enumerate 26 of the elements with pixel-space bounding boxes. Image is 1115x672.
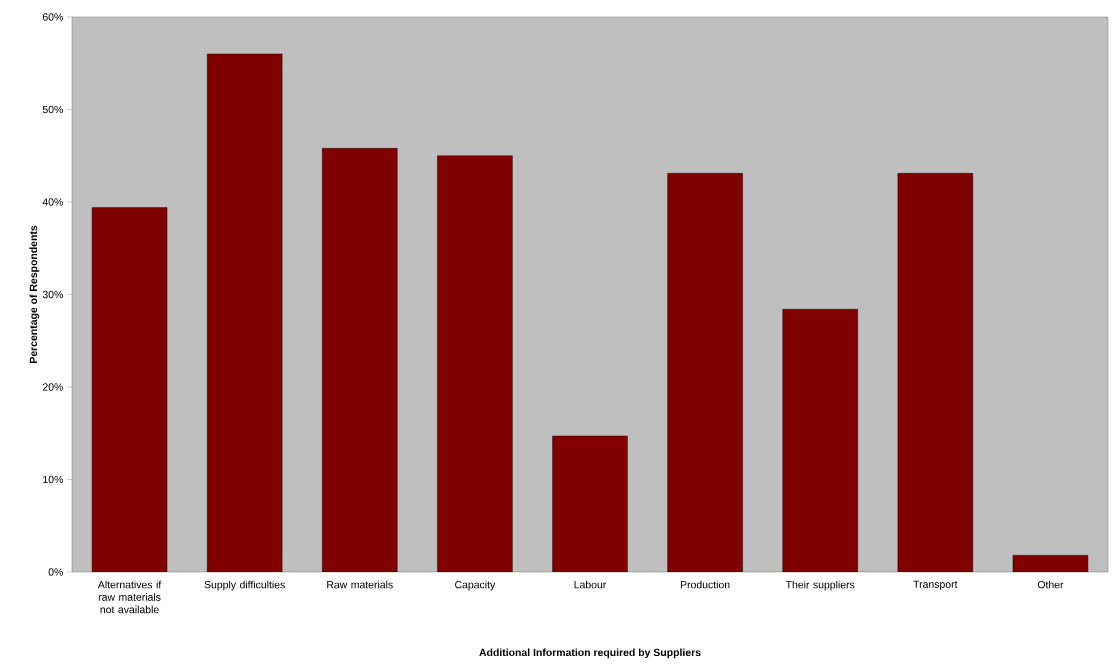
- x-tick-label: Raw materials: [327, 580, 393, 589]
- x-tick-label: Supply difficulties: [204, 580, 285, 591]
- x-axis-title: Additional Information required by Suppliers: [479, 648, 701, 659]
- x-tick-label: Labour: [574, 580, 607, 589]
- y-tick-label: 50%: [42, 105, 63, 114]
- x-tick-label: Alternatives if raw materials not available: [97, 580, 162, 614]
- y-tick-label: 40%: [42, 198, 63, 206]
- x-tick-label: Other: [1037, 580, 1064, 589]
- y-axis-title: Percentage of Respondents: [29, 225, 40, 363]
- bar: [667, 173, 743, 572]
- x-tick-label: Production: [680, 580, 730, 589]
- bar: [552, 435, 628, 572]
- bar: [782, 309, 858, 572]
- bar: [322, 148, 398, 572]
- bar: [437, 155, 513, 572]
- y-tick-label: 20%: [42, 383, 63, 391]
- y-tick-label: 10%: [43, 475, 63, 484]
- bar: [91, 207, 168, 572]
- bar: [897, 173, 974, 572]
- y-tick-label: 0%: [48, 568, 63, 576]
- y-tick-label: 60%: [42, 13, 63, 21]
- x-tick-label: Capacity: [455, 580, 496, 591]
- x-tick-label: Transport: [913, 580, 958, 591]
- bar: [207, 53, 283, 572]
- y-tick-label: 30%: [42, 290, 63, 299]
- x-tick-label: Their suppliers: [785, 580, 855, 591]
